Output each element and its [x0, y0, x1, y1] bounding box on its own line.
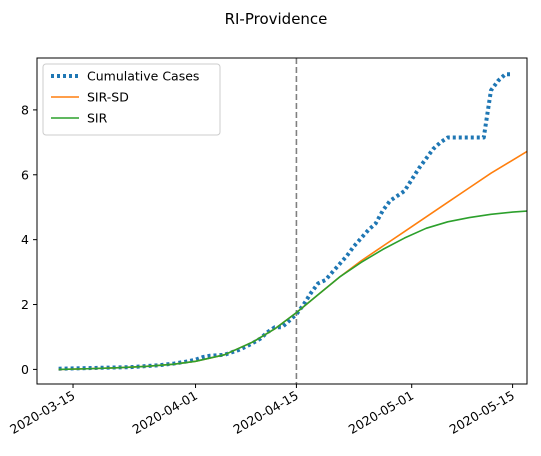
plot-area [58, 58, 527, 384]
x-tick-label: 2020-04-01 [130, 388, 200, 437]
y-tick-label: 0 [21, 362, 29, 377]
x-tick-label: 2020-03-15 [7, 388, 77, 437]
series-line-2 [58, 150, 527, 371]
legend-label-1: Cumulative Cases [87, 69, 199, 84]
y-tick-label: 6 [21, 167, 29, 182]
series-line-3 [58, 210, 527, 371]
y-tick-label: 8 [21, 102, 29, 117]
legend: Cumulative Cases SIR-SD SIR [42, 63, 221, 136]
legend-box [42, 63, 221, 136]
plot-frame [36, 57, 528, 385]
y-tick-label: 2 [21, 297, 29, 312]
axes: 0 2 4 6 8 2020-03-15 2020-04-01 2020-04-15 2020-… [7, 102, 517, 437]
x-tick-label: 2020-04-15 [230, 388, 300, 437]
x-tick-label: 2020-05-01 [346, 388, 416, 437]
legend-label-3: SIR [87, 111, 108, 126]
legend-label-2: SIR-SD [87, 90, 129, 105]
x-tick-label: 2020-05-15 [447, 388, 517, 437]
chart-title: RI-Providence [225, 10, 328, 28]
y-tick-label: 4 [21, 232, 29, 247]
